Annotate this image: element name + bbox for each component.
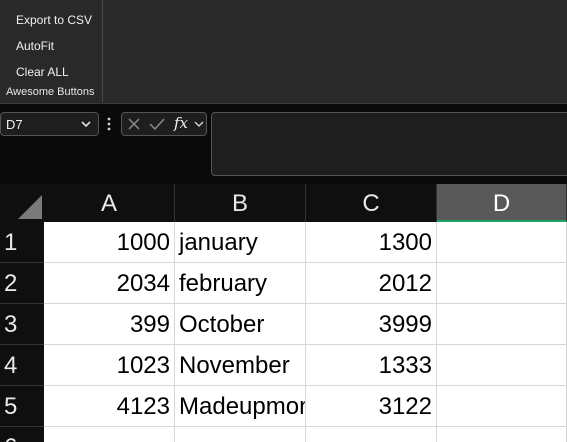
cell-c5[interactable]: 3122	[306, 386, 437, 427]
cell-d6[interactable]	[437, 427, 567, 442]
name-box-value: D7	[6, 117, 23, 132]
cell-a2[interactable]: 2034	[44, 263, 175, 304]
cell-a5[interactable]: 4123	[44, 386, 175, 427]
cell-b3[interactable]: October	[175, 304, 306, 345]
spreadsheet-grid: A B C D 1 2 3 4 5 6 1000 january 1300 20…	[0, 184, 567, 442]
formula-input[interactable]	[211, 112, 567, 176]
more-options-icon[interactable]	[107, 117, 111, 131]
ribbon: Export to CSV AutoFit Clear ALL Awesome …	[0, 0, 567, 104]
row-header-4[interactable]: 4	[0, 345, 44, 386]
cell-a4[interactable]: 1023	[44, 345, 175, 386]
row-header-3[interactable]: 3	[0, 304, 44, 345]
column-header-a[interactable]: A	[44, 184, 175, 222]
cell-a6[interactable]	[44, 427, 175, 442]
cell-d5[interactable]	[437, 386, 567, 427]
group-label: Awesome Buttons	[6, 86, 95, 98]
chevron-down-icon[interactable]	[193, 118, 205, 130]
formula-controls: fx	[121, 112, 207, 136]
clear-all-button[interactable]: Clear ALL	[16, 65, 69, 79]
cell-b4[interactable]: November	[175, 345, 306, 386]
cell-c6[interactable]	[306, 427, 437, 442]
select-all-button[interactable]	[0, 184, 45, 222]
insert-function-button[interactable]: fx	[174, 114, 189, 132]
cell-b5[interactable]: Madeupmonth	[175, 386, 306, 427]
cell-d3[interactable]	[437, 304, 567, 345]
cell-d2[interactable]	[437, 263, 567, 304]
cell-c1[interactable]: 1300	[306, 222, 437, 263]
cell-b2[interactable]: february	[175, 263, 306, 304]
cell-d4[interactable]	[437, 345, 567, 386]
column-header-d[interactable]: D	[437, 184, 567, 222]
row-header-5[interactable]: 5	[0, 386, 44, 427]
cell-d1[interactable]	[437, 222, 567, 263]
cell-b6[interactable]	[175, 427, 306, 442]
cell-area: 1000 january 1300 2034 february 2012 399…	[44, 222, 567, 442]
x-icon[interactable]	[127, 117, 141, 131]
formula-bar: D7 fx	[0, 104, 567, 184]
check-icon[interactable]	[149, 117, 165, 131]
cell-b1[interactable]: january	[175, 222, 306, 263]
cell-c4[interactable]: 1333	[306, 345, 437, 386]
row-header-2[interactable]: 2	[0, 263, 44, 304]
column-header-b[interactable]: B	[175, 184, 306, 222]
select-all-triangle-icon	[18, 195, 42, 219]
name-box[interactable]: D7	[0, 112, 99, 136]
awesome-buttons-group: Export to CSV AutoFit Clear ALL Awesome …	[0, 0, 103, 102]
cell-c3[interactable]: 3999	[306, 304, 437, 345]
cell-c2[interactable]: 2012	[306, 263, 437, 304]
chevron-down-icon[interactable]	[79, 117, 93, 131]
row-header-6[interactable]: 6	[0, 427, 44, 442]
row-header-1[interactable]: 1	[0, 222, 44, 263]
column-header-c[interactable]: C	[306, 184, 437, 222]
export-to-csv-button[interactable]: Export to CSV	[16, 13, 93, 27]
cell-a1[interactable]: 1000	[44, 222, 175, 263]
autofit-button[interactable]: AutoFit	[16, 39, 55, 53]
cell-a3[interactable]: 399	[44, 304, 175, 345]
